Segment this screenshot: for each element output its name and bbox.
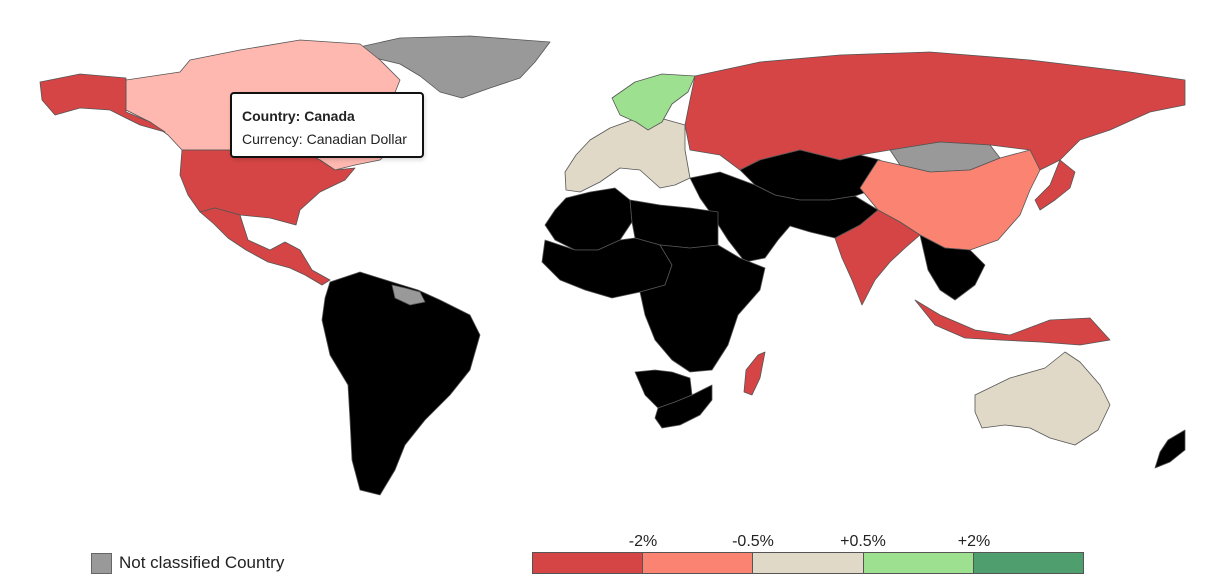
color-scale-legend [532,552,1084,574]
scale-tick-label: +0.5% [840,533,886,550]
region-greenland[interactable] [354,35,551,99]
region-india[interactable] [834,209,921,306]
scale-bin-positive[interactable] [863,553,974,573]
scale-bin-strong-positive[interactable] [973,553,1084,573]
tooltip-country-label: Country: [242,108,301,124]
tooltip-currency-value: Canadian Dollar [306,131,407,147]
region-japan[interactable] [1034,159,1076,211]
scale-bin-negative[interactable] [643,553,754,573]
region-southern-africa[interactable] [654,384,713,429]
region-mexico-central-america[interactable] [199,207,331,286]
region-alaska[interactable] [39,73,166,133]
tooltip-currency-label: Currency: [242,131,303,147]
region-south-america[interactable] [321,271,481,496]
region-scandinavia[interactable] [611,73,696,131]
region-western-europe[interactable] [564,117,691,193]
region-guianas[interactable] [391,284,426,306]
region-madagascar[interactable] [743,351,766,396]
country-tooltip: Country: Canada Currency: Canadian Dolla… [230,92,424,158]
scale-tick-label: -0.5% [732,533,774,550]
tooltip-currency-row: Currency: Canadian Dollar [242,128,412,151]
not-classified-swatch-icon [91,552,112,574]
region-central-east-africa[interactable] [639,244,766,373]
region-new-zealand[interactable] [1154,429,1186,469]
scale-tick-label: +2% [957,533,991,550]
not-classified-label: Not classified Country [119,553,285,572]
scale-bin-strong-negative[interactable] [533,553,644,573]
not-classified-legend: Not classified Country [91,552,284,574]
region-indonesia[interactable] [914,299,1111,346]
scale-bin-neutral[interactable] [753,553,864,573]
region-southeast-asia[interactable] [919,234,986,301]
region-australia[interactable] [974,351,1111,446]
tooltip-country-value: Canada [304,108,355,124]
tooltip-country-row: Country: Canada [242,105,412,128]
scale-tick-label: -2% [628,533,658,550]
world-map [39,35,1186,496]
region-usa[interactable] [179,149,356,226]
